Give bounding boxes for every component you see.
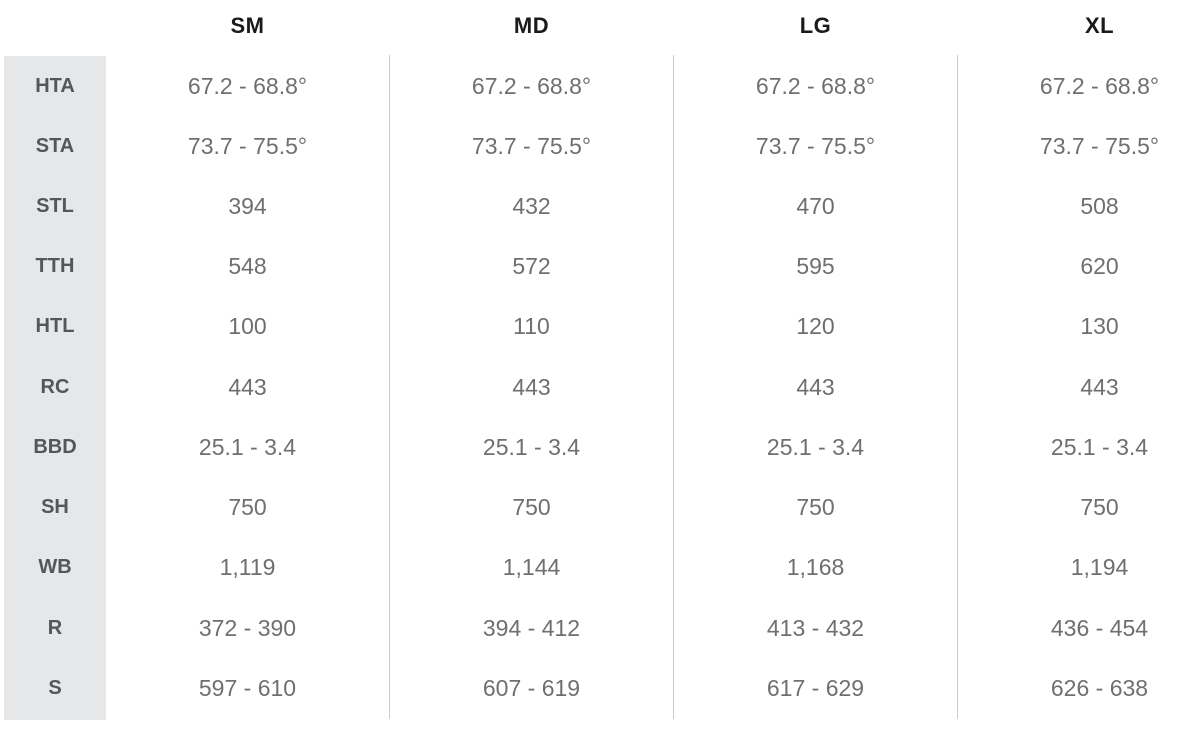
table-cell: 1,119 (219, 554, 276, 580)
table-cell: 443 (512, 374, 551, 400)
column-header-lg: LG (799, 13, 832, 38)
table-cell: 607 - 619 (482, 675, 581, 701)
row-label: STL (36, 195, 74, 217)
table-cell: 432 (512, 193, 551, 219)
table-cell: 25.1 - 3.4 (482, 434, 581, 460)
table-cell: 110 (513, 313, 550, 339)
table-cell: 750 (796, 494, 835, 520)
row-label: HTL (35, 315, 75, 337)
table-cell: 73.7 - 75.5° (187, 133, 308, 159)
table-cell: 436 - 454 (1050, 615, 1149, 641)
table-cell: 595 (796, 253, 835, 279)
table-cell: 750 (228, 494, 267, 520)
table-cell: 750 (1080, 494, 1119, 520)
table-cell: 25.1 - 3.4 (198, 434, 297, 460)
row-label: HTA (35, 75, 75, 97)
table-cell: 120 (796, 313, 835, 339)
column-divider (673, 55, 674, 719)
row-label: R (47, 617, 63, 639)
row-label: SH (41, 496, 69, 518)
table-cell: 73.7 - 75.5° (471, 133, 592, 159)
table-cell: 443 (228, 374, 267, 400)
column-header-xl: XL (1084, 13, 1115, 38)
table-cell: 750 (512, 494, 551, 520)
table-cell: 620 (1080, 253, 1119, 279)
table-cell: 25.1 - 3.4 (766, 434, 865, 460)
table-cell: 413 - 432 (766, 615, 865, 641)
table-cell: 25.1 - 3.4 (1050, 434, 1149, 460)
table-cell: 394 - 412 (482, 615, 581, 641)
row-label: BBD (33, 436, 77, 458)
table-cell: 470 (796, 193, 835, 219)
table-cell: 508 (1080, 193, 1119, 219)
table-cell: 372 - 390 (198, 615, 297, 641)
table-cell: 73.7 - 75.5° (755, 133, 876, 159)
table-cell: 597 - 610 (198, 675, 297, 701)
table-cell: 100 (228, 313, 267, 339)
table-cell: 572 (512, 253, 551, 279)
row-label: STA (35, 135, 75, 157)
table-cell: 394 (228, 193, 267, 219)
table-cell: 73.7 - 75.5° (1039, 133, 1160, 159)
table-cell: 67.2 - 68.8° (755, 73, 876, 99)
row-label: TTH (35, 255, 75, 277)
table-cell: 1,168 (786, 554, 845, 580)
table-cell: 67.2 - 68.8° (471, 73, 592, 99)
row-label: WB (38, 556, 72, 578)
column-divider (957, 55, 958, 719)
table-cell: 617 - 629 (766, 675, 865, 701)
table-cell: 626 - 638 (1050, 675, 1149, 701)
table-cell: 443 (1080, 374, 1119, 400)
row-label: S (48, 677, 62, 699)
table-cell: 1,194 (1070, 554, 1129, 580)
table-cell: 67.2 - 68.8° (187, 73, 308, 99)
table-cell: 548 (228, 253, 267, 279)
row-label: RC (40, 376, 70, 398)
table-cell: 443 (796, 374, 835, 400)
column-header-md: MD (513, 13, 550, 38)
table-cell: 130 (1080, 313, 1119, 339)
row-label-column (4, 56, 106, 720)
column-divider (389, 55, 390, 719)
table-cell: 1,144 (502, 554, 561, 580)
table-cell: 67.2 - 68.8° (1039, 73, 1160, 99)
column-header-sm: SM (230, 13, 265, 38)
